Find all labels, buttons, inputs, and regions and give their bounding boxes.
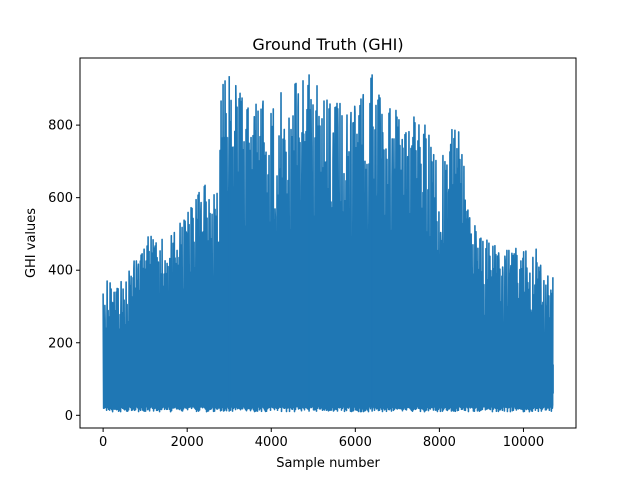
- x-tick-label: 8000: [423, 435, 456, 450]
- x-axis-title: Sample number: [276, 456, 380, 471]
- y-tick-label: 800: [48, 119, 73, 134]
- series-layer: [102, 74, 554, 413]
- x-axis: 0 2000 4000 6000 8000 10000: [99, 428, 544, 450]
- x-tick-label: 2000: [171, 435, 204, 450]
- y-tick-label: 0: [65, 409, 73, 424]
- plot-frame: [79, 57, 577, 429]
- series-line: [102, 77, 554, 413]
- y-tick-label: 400: [48, 264, 73, 279]
- y-tick-label: 200: [48, 336, 73, 351]
- y-axis: 0 200 400 600 800: [48, 119, 80, 424]
- x-tick-label: 6000: [339, 435, 372, 450]
- x-tick-label: 10000: [503, 435, 544, 450]
- x-tick-label: 4000: [255, 435, 288, 450]
- y-tick-label: 600: [48, 191, 73, 206]
- x-tick-label: 0: [99, 435, 107, 450]
- chart-title: Ground Truth (GHI): [252, 35, 403, 54]
- y-axis-title: GHI values: [24, 208, 39, 278]
